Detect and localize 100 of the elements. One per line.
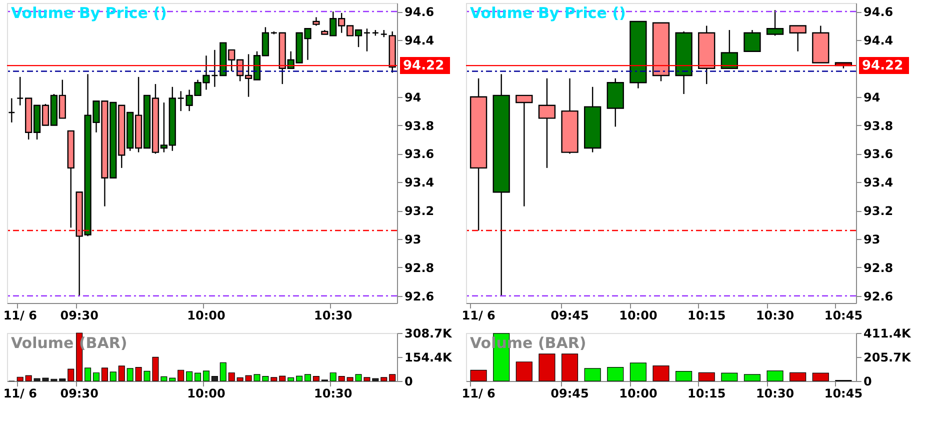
x-tick-label: 10:15 <box>688 308 726 322</box>
candlestick <box>720 29 738 70</box>
y-tick-label: 93.6 <box>864 147 894 162</box>
candlestick <box>516 94 533 207</box>
x-tick-label: 09:45 <box>550 386 589 400</box>
bar <box>607 367 624 382</box>
x-tick-label: 09:30 <box>60 386 98 400</box>
x-tick-label: 10:00 <box>619 308 658 322</box>
y-tick-label: 94.4 <box>864 33 894 48</box>
y-tick-label: 93 <box>864 232 880 247</box>
bar <box>59 378 66 382</box>
y-tick-label: 93 <box>404 232 422 247</box>
bar <box>84 368 92 382</box>
ref-line-label: 94.22 <box>862 58 904 74</box>
bar <box>338 376 345 382</box>
y-tick-label: 94.6 <box>864 5 894 20</box>
candlestick <box>538 78 556 169</box>
y-tick-label: 93.4 <box>864 176 894 190</box>
y-tick-label: 411.4K <box>864 326 912 340</box>
y-tick-label: 94 <box>404 90 422 104</box>
y-tick-label: 92.8 <box>864 260 894 275</box>
bar <box>721 372 738 382</box>
x-tick-label: 10:00 <box>619 386 658 400</box>
y-tick-label: 0 <box>864 374 872 388</box>
bar <box>288 377 294 382</box>
bar <box>220 362 226 382</box>
x-tick-label: 09:30 <box>60 308 98 322</box>
y-tick-label: 308.7K <box>404 326 452 340</box>
bar <box>68 368 74 382</box>
bar <box>812 372 829 382</box>
bar <box>652 366 670 382</box>
y-tick-label: 154.4K <box>404 350 452 364</box>
x-tick-label: 10:30 <box>314 308 352 322</box>
x-tick-label: 10:15 <box>688 386 726 400</box>
bar <box>516 362 532 382</box>
y-tick-label: 93.6 <box>404 147 434 162</box>
bar <box>470 370 487 382</box>
bar <box>16 376 24 382</box>
y-tick-label: 92.6 <box>404 289 434 304</box>
bar <box>110 372 116 382</box>
bar <box>186 371 193 382</box>
bar <box>766 370 784 382</box>
bar <box>584 368 601 382</box>
y-tick-label: 93.2 <box>404 204 434 218</box>
x-tick-label: 10:45 <box>824 386 863 400</box>
candlestick <box>16 76 24 106</box>
y-tick-label: 94.6 <box>404 5 434 20</box>
candlestick <box>8 98 16 124</box>
candlestick <box>363 28 371 52</box>
x-tick-label: 11/ 6 <box>3 308 37 322</box>
bar <box>561 354 578 382</box>
bar <box>279 376 286 382</box>
x-tick-label: 10:30 <box>756 386 794 400</box>
bar <box>270 377 278 382</box>
bar <box>92 372 100 382</box>
ref-line-label: 94.22 <box>403 58 444 74</box>
bar <box>312 376 320 382</box>
y-tick-label: 205.7K <box>864 350 912 364</box>
bar <box>790 372 806 382</box>
chart-title: Volume By Price () <box>470 4 626 22</box>
x-tick-label: 10:45 <box>824 308 863 322</box>
x-tick-label: 11/ 6 <box>3 386 37 400</box>
bar <box>380 377 388 382</box>
x-tick-label: 11/ 6 <box>462 308 496 322</box>
y-tick-label: 93.8 <box>404 118 434 133</box>
bar <box>304 374 312 382</box>
bar <box>296 376 303 382</box>
bar <box>698 372 715 382</box>
candlestick <box>766 10 784 36</box>
bar <box>178 370 184 382</box>
candlestick <box>744 29 761 52</box>
x-tick-label: 09:45 <box>550 308 589 322</box>
y-tick-label: 92.8 <box>404 260 434 275</box>
bar <box>330 372 336 382</box>
bar <box>118 366 125 382</box>
y-tick-label: 93.2 <box>864 204 894 218</box>
bar <box>211 376 218 382</box>
x-tick-label: 10:30 <box>314 386 352 400</box>
bar <box>194 372 202 382</box>
y-tick-label: 93.8 <box>864 118 894 133</box>
bar <box>126 368 134 382</box>
y-tick-label: 93.4 <box>404 176 434 190</box>
chart-title: Volume By Price () <box>11 4 167 22</box>
bar <box>228 372 235 382</box>
y-tick-label: 0 <box>404 374 413 388</box>
candlestick <box>789 25 806 52</box>
bar <box>169 378 176 382</box>
bar <box>538 354 556 382</box>
bar <box>101 368 108 382</box>
bar <box>202 370 210 382</box>
bar <box>630 362 646 382</box>
x-tick-label: 10:00 <box>187 386 226 400</box>
x-tick-label: 10:30 <box>756 308 794 322</box>
y-tick-label: 92.6 <box>864 289 894 304</box>
bar <box>676 371 692 382</box>
x-tick-label: 11/ 6 <box>462 386 496 400</box>
y-tick-label: 94 <box>864 90 880 104</box>
bar <box>389 374 396 382</box>
y-tick-label: 94.4 <box>404 33 434 48</box>
bar <box>744 374 761 382</box>
